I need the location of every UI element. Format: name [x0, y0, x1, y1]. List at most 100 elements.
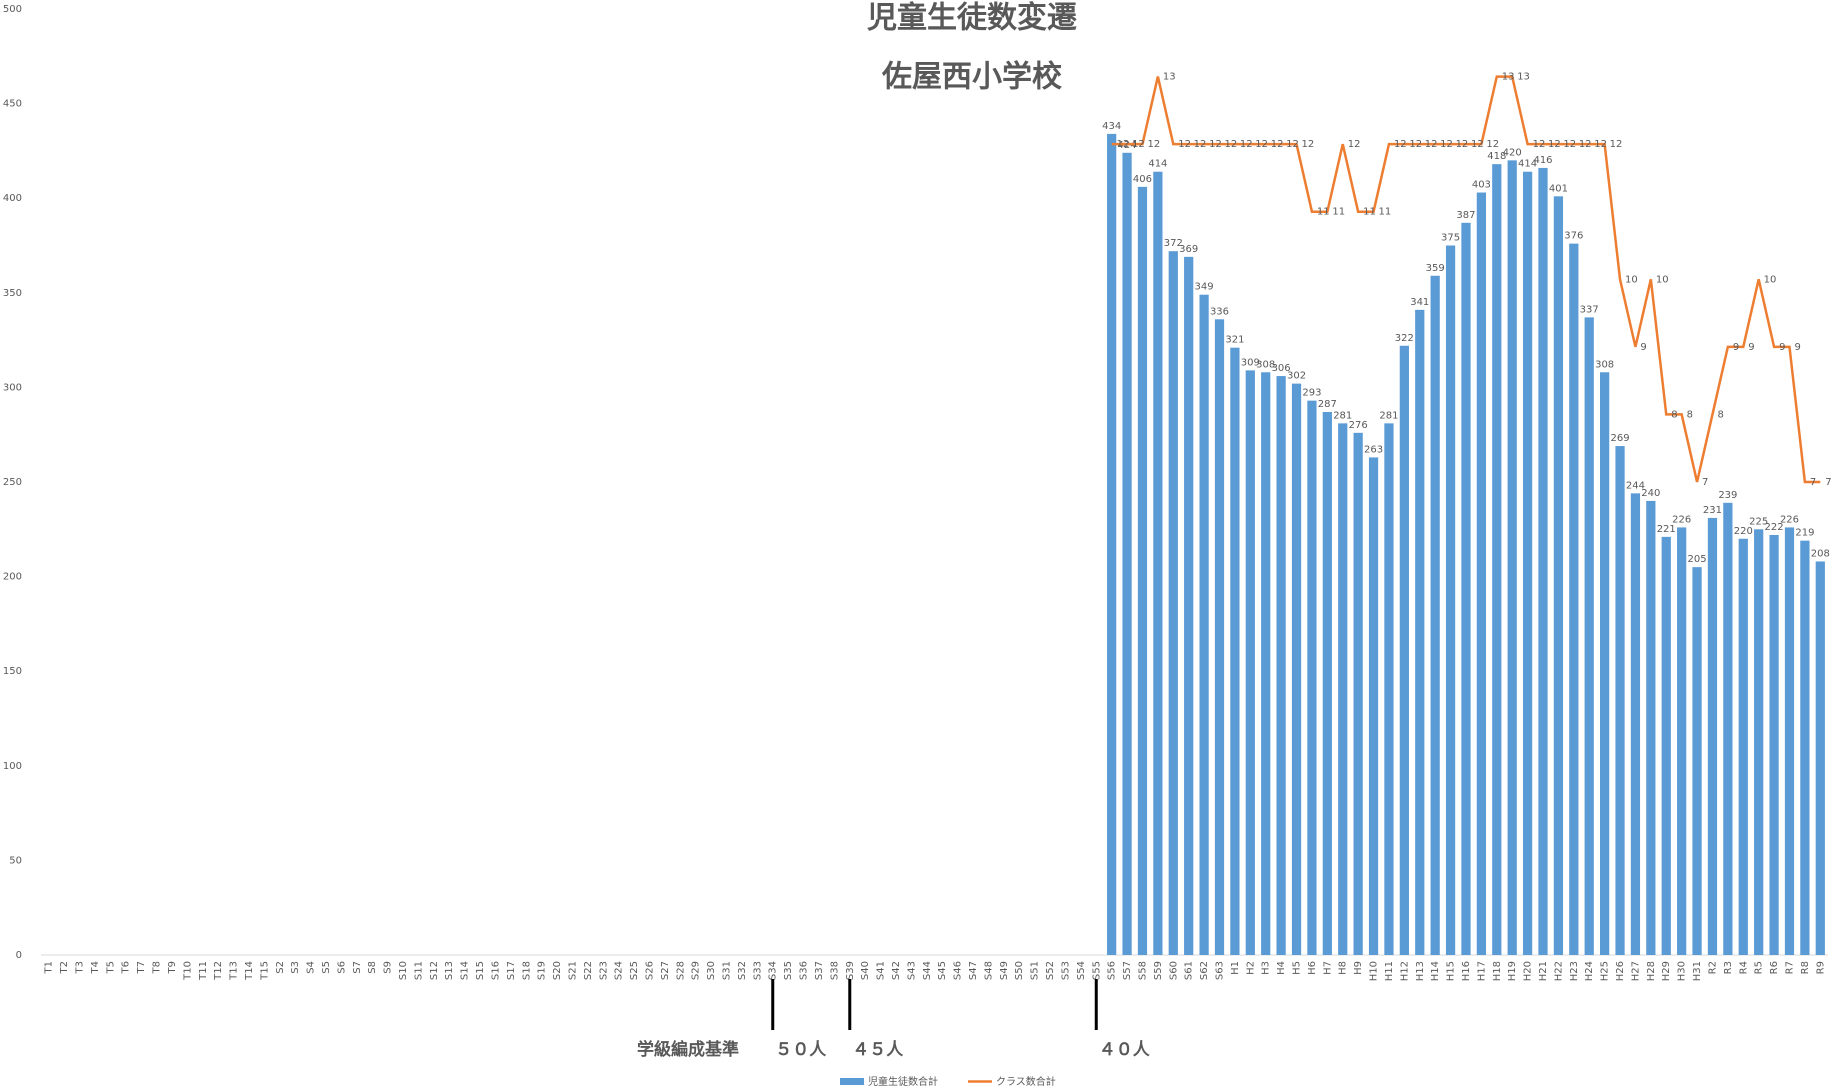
data-label: 269 — [1610, 433, 1629, 444]
data-label: 208 — [1811, 548, 1830, 559]
x-tick-label: S3 — [290, 961, 301, 974]
data-label: 226 — [1672, 514, 1691, 525]
x-tick-label: S22 — [583, 961, 594, 980]
x-tick-label: T11 — [198, 961, 209, 981]
x-tick-label: S10 — [398, 961, 409, 980]
data-label: 11 — [1379, 207, 1392, 218]
x-tick-label: S16 — [490, 961, 501, 980]
y-tick-label: 350 — [3, 288, 22, 299]
data-label: 231 — [1703, 505, 1722, 516]
bar — [1107, 133, 1117, 955]
bar — [1338, 423, 1348, 955]
x-tick-label: S35 — [783, 961, 794, 980]
x-tick-label: H7 — [1322, 961, 1333, 975]
bar — [1584, 317, 1594, 955]
bar — [1199, 294, 1209, 955]
bar — [1677, 527, 1687, 955]
x-tick-label: H21 — [1538, 961, 1549, 981]
x-tick-label: S36 — [799, 961, 810, 980]
bar — [1692, 567, 1702, 955]
bar — [1137, 186, 1148, 955]
data-label: 263 — [1364, 444, 1383, 455]
x-tick-label: S45 — [937, 961, 948, 980]
y-tick-label: 50 — [9, 855, 22, 866]
x-tick-label: H9 — [1353, 961, 1364, 975]
x-tick-label: S28 — [675, 961, 686, 980]
data-label: 10 — [1656, 274, 1669, 285]
x-tick-label: R5 — [1754, 961, 1765, 974]
data-label: 341 — [1410, 297, 1429, 308]
x-tick-label: S50 — [1014, 961, 1025, 980]
x-tick-label: S17 — [506, 961, 517, 980]
x-tick-label: H31 — [1692, 961, 1703, 981]
data-label: 281 — [1379, 410, 1398, 421]
x-tick-label: H12 — [1399, 961, 1410, 981]
x-tick-label: S15 — [475, 961, 486, 980]
data-label: 302 — [1287, 371, 1306, 382]
data-label: 8 — [1671, 409, 1677, 420]
x-tick-label: S42 — [891, 961, 902, 980]
data-label: 309 — [1241, 357, 1260, 368]
data-label: 281 — [1333, 410, 1352, 421]
data-label: 375 — [1441, 233, 1460, 244]
data-label: 12 — [1240, 139, 1253, 150]
bar — [1184, 256, 1194, 955]
bar — [1261, 372, 1271, 955]
x-tick-label: H15 — [1446, 961, 1457, 981]
y-tick-label: 0 — [16, 950, 22, 961]
x-tick-label: H18 — [1492, 961, 1503, 981]
data-label: 10 — [1625, 274, 1638, 285]
x-tick-label: H25 — [1600, 961, 1611, 981]
x-tick-label: H2 — [1245, 961, 1256, 975]
data-label: 308 — [1595, 359, 1614, 370]
bar — [1769, 534, 1779, 955]
data-label: 9 — [1779, 342, 1785, 353]
bar — [1661, 536, 1671, 955]
x-tick-label: S8 — [367, 961, 378, 974]
x-tick-label: S58 — [1137, 961, 1148, 980]
annotation: ５０人 — [775, 1040, 827, 1060]
annotation: 学級編成基準 — [637, 1039, 739, 1060]
data-label: 306 — [1272, 363, 1291, 374]
bar — [1122, 152, 1132, 956]
data-label: 7 — [1825, 477, 1831, 488]
bar — [1754, 529, 1764, 955]
x-tick-label: R4 — [1738, 961, 1749, 974]
x-tick-label: S5 — [321, 961, 332, 974]
x-tick-label: R6 — [1769, 961, 1780, 974]
x-tick-label: T3 — [75, 961, 86, 974]
x-tick-label: H20 — [1523, 961, 1534, 981]
x-tick-label: H1 — [1230, 961, 1241, 975]
x-tick-label: S51 — [1030, 961, 1041, 980]
bar — [1784, 527, 1795, 955]
x-tick-label: S60 — [1168, 961, 1179, 980]
bar — [1368, 457, 1379, 955]
x-tick-label: S14 — [460, 961, 471, 980]
x-tick-label: T6 — [121, 961, 132, 974]
x-tick-label: H11 — [1384, 961, 1395, 981]
x-tick-label: T5 — [105, 961, 116, 974]
data-label: 221 — [1657, 524, 1676, 535]
bar — [1307, 400, 1317, 955]
data-label: 416 — [1533, 155, 1552, 166]
data-label: 401 — [1549, 183, 1568, 194]
data-label: 12 — [1563, 139, 1576, 150]
x-tick-label: T12 — [213, 961, 224, 981]
bar — [1291, 383, 1302, 956]
x-tick-label: H3 — [1261, 961, 1272, 975]
data-label: 220 — [1734, 526, 1753, 537]
x-tick-label: T4 — [90, 961, 101, 974]
x-tick-label: S41 — [876, 961, 887, 980]
data-label: 11 — [1363, 207, 1376, 218]
data-label: 12 — [1271, 139, 1284, 150]
bar — [1430, 275, 1440, 956]
x-tick-label: S57 — [1122, 961, 1133, 980]
x-tick-label: R9 — [1815, 961, 1826, 974]
x-tick-label: S46 — [953, 961, 964, 980]
data-label: 337 — [1580, 304, 1599, 315]
data-label: 12 — [1409, 139, 1422, 150]
y-tick-label: 250 — [3, 477, 22, 488]
x-tick-label: S47 — [968, 961, 979, 980]
x-tick-label: S54 — [1076, 961, 1087, 980]
